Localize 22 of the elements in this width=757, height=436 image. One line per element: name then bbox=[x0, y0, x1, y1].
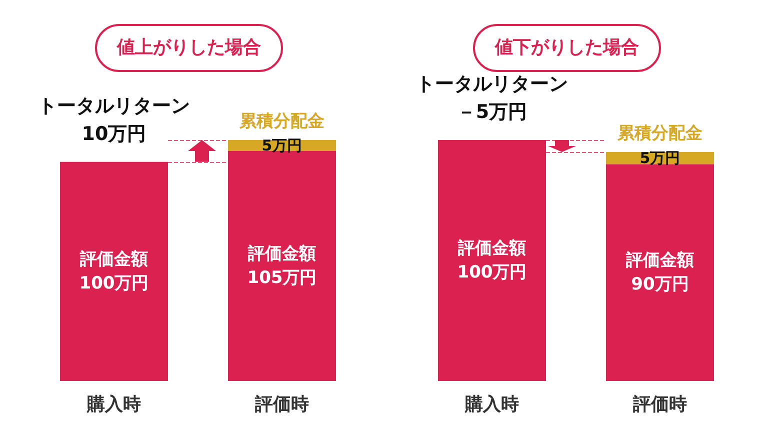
chart-title: 値上がりした場合 bbox=[95, 24, 283, 72]
x-tick-label: 購入時 bbox=[464, 394, 519, 414]
text: トータルリターン bbox=[416, 72, 568, 97]
series-label: 累積分配金 bbox=[616, 124, 702, 144]
series-label: 評価金額 bbox=[79, 249, 148, 270]
data-label: 100万円 bbox=[457, 262, 527, 282]
series-label: 累積分配金 bbox=[238, 112, 324, 132]
data-label: 90万円 bbox=[631, 274, 689, 295]
text: 評価金額 bbox=[248, 244, 316, 264]
x-tick-label: 評価時 bbox=[254, 394, 309, 414]
text: －5万円 bbox=[456, 100, 528, 125]
data-label: 105万円 bbox=[247, 268, 317, 288]
x-tick-label: 評価時 bbox=[632, 394, 687, 414]
data-label: 100万円 bbox=[79, 273, 149, 294]
text: トータルリターン bbox=[38, 94, 190, 119]
annotation: 10万円 bbox=[82, 122, 146, 147]
data-label: 5万円 bbox=[262, 136, 302, 154]
data-label: 5万円 bbox=[640, 149, 680, 168]
series-label: 評価金額 bbox=[457, 238, 526, 258]
text: 評価金額 bbox=[626, 250, 694, 271]
x-tick-label: 購入時 bbox=[86, 394, 141, 414]
chart-title: 値下がりした場合 bbox=[473, 24, 661, 72]
